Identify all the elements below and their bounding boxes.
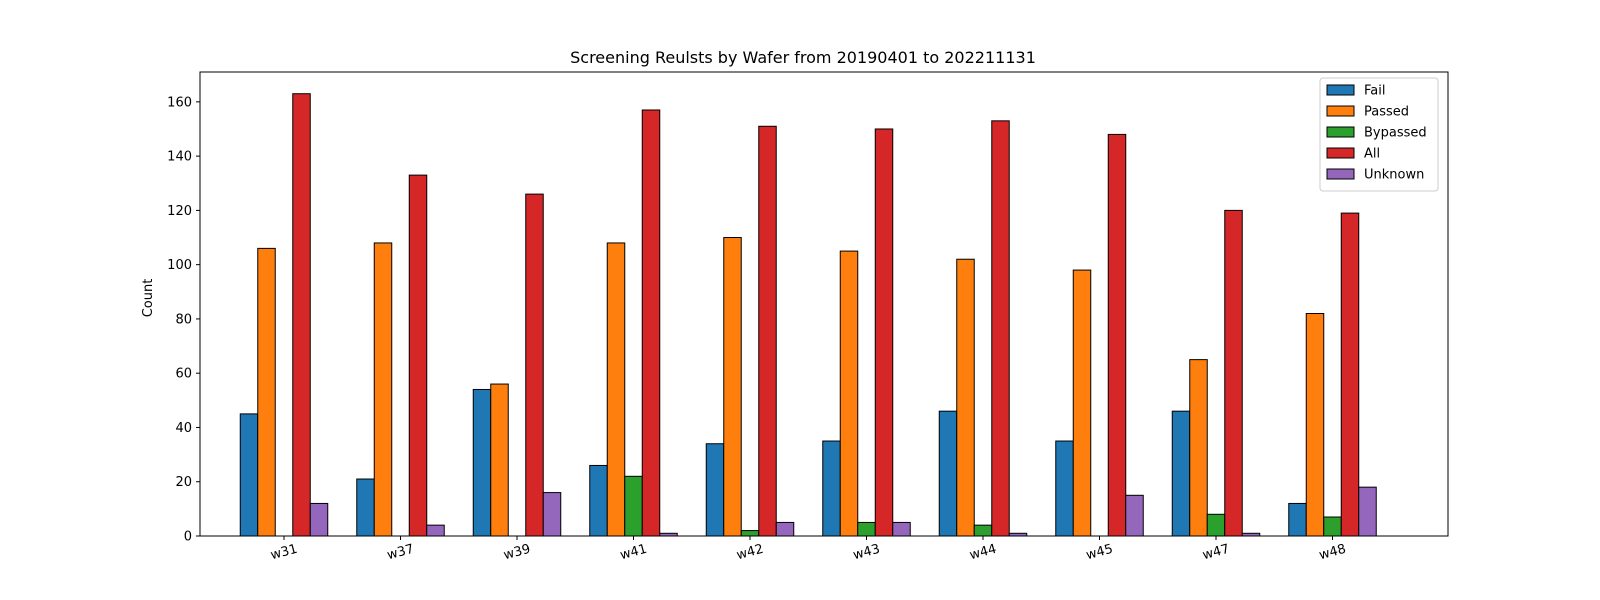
bar-unknown-w43	[892, 521, 911, 537]
legend-label-fail: Fail	[1364, 84, 1385, 99]
bar-unknown-w45	[1125, 494, 1144, 537]
x-tick-label: w31	[269, 542, 299, 564]
bar-fail-w43	[822, 440, 841, 537]
bar-bypassed-w41	[624, 475, 643, 537]
y-axis: 0 20 40 60 80 100 120 140 160	[167, 95, 200, 545]
bar-passed-w43	[839, 250, 859, 537]
bar-fail-w42	[705, 443, 725, 537]
bar-unknown-w37	[426, 524, 445, 537]
legend-label-all: All	[1364, 147, 1380, 162]
bar-passed-w48	[1305, 313, 1325, 537]
bar-bypassed-w42	[740, 530, 760, 537]
bar-passed-w31	[257, 247, 276, 537]
bar-all-w37	[408, 174, 428, 537]
bar-bypassed-w48	[1323, 516, 1342, 537]
x-tick-label: w42	[735, 542, 765, 564]
y-tick-label: 160	[167, 95, 192, 110]
y-tick-label: 100	[167, 258, 192, 273]
legend-swatch-fail	[1326, 84, 1355, 96]
x-tick-label: w47	[1201, 542, 1231, 564]
bar-bypassed-w43	[857, 521, 876, 537]
bar-passed-w45	[1072, 269, 1092, 537]
y-axis-label: Count	[141, 279, 156, 318]
bar-passed-w42	[723, 237, 742, 537]
y-tick-label: 80	[175, 312, 192, 327]
x-tick-label: w44	[968, 542, 998, 564]
y-tick-label: 120	[167, 204, 192, 219]
legend-swatch-bypassed	[1326, 126, 1355, 138]
bar-passed-w47	[1189, 359, 1208, 537]
bar-fail-w48	[1288, 502, 1307, 537]
bar-fail-w31	[239, 413, 259, 537]
bar-unknown-w48	[1358, 486, 1377, 537]
bar-unknown-w39	[542, 492, 562, 537]
bar-unknown-w31	[309, 502, 329, 537]
bar-fail-w47	[1171, 410, 1191, 537]
legend-label-bypassed: Bypassed	[1364, 126, 1427, 141]
bar-passed-w41	[606, 242, 626, 537]
chart-title: Screening Reulsts by Wafer from 20190401…	[570, 48, 1036, 67]
bar-fail-w39	[472, 388, 492, 537]
bar-fail-w44	[938, 410, 958, 537]
bar-all-w44	[991, 120, 1010, 537]
bar-all-w45	[1107, 133, 1127, 537]
x-tick-label: w37	[386, 542, 416, 564]
bar-all-w48	[1340, 212, 1360, 537]
y-tick-label: 20	[175, 475, 192, 490]
x-tick-label: w41	[619, 542, 649, 564]
x-tick-label: w39	[502, 542, 532, 564]
x-axis: w31 w37 w39 w41 w42 w43 w44 w45 w47 w48	[269, 536, 1348, 563]
x-tick-label: w45	[1085, 542, 1115, 564]
y-tick-label: 140	[167, 150, 192, 165]
legend-swatch-unknown	[1326, 168, 1355, 180]
bar-all-w41	[641, 109, 661, 537]
bar-all-w42	[758, 125, 777, 537]
plot-frame	[199, 71, 1449, 537]
bar-all-w47	[1224, 209, 1243, 537]
bar-all-w43	[874, 128, 894, 537]
y-tick-label: 0	[184, 530, 192, 545]
y-tick-label: 40	[175, 421, 192, 436]
legend: Fail Passed Bypassed All Unknown	[1319, 77, 1439, 192]
bar-all-w31	[292, 93, 311, 537]
bar-unknown-w42	[775, 521, 795, 537]
bar-passed-w44	[956, 258, 975, 537]
legend-label-passed: Passed	[1364, 105, 1409, 120]
bar-bypassed-w44	[973, 524, 993, 537]
x-tick-label: w43	[852, 542, 882, 564]
legend-swatch-passed	[1326, 105, 1355, 117]
y-tick-label: 60	[175, 367, 192, 382]
x-tick-label: w48	[1318, 542, 1348, 564]
bar-all-w39	[525, 193, 544, 537]
legend-label-unknown: Unknown	[1364, 168, 1424, 183]
bar-passed-w37	[373, 242, 393, 537]
bar-passed-w39	[490, 383, 509, 537]
bar-fail-w41	[589, 464, 608, 537]
bars-group	[239, 93, 1377, 537]
bar-fail-w45	[1055, 440, 1074, 537]
bar-fail-w37	[356, 478, 375, 537]
bar-bypassed-w47	[1206, 513, 1226, 537]
legend-swatch-all	[1326, 147, 1355, 159]
